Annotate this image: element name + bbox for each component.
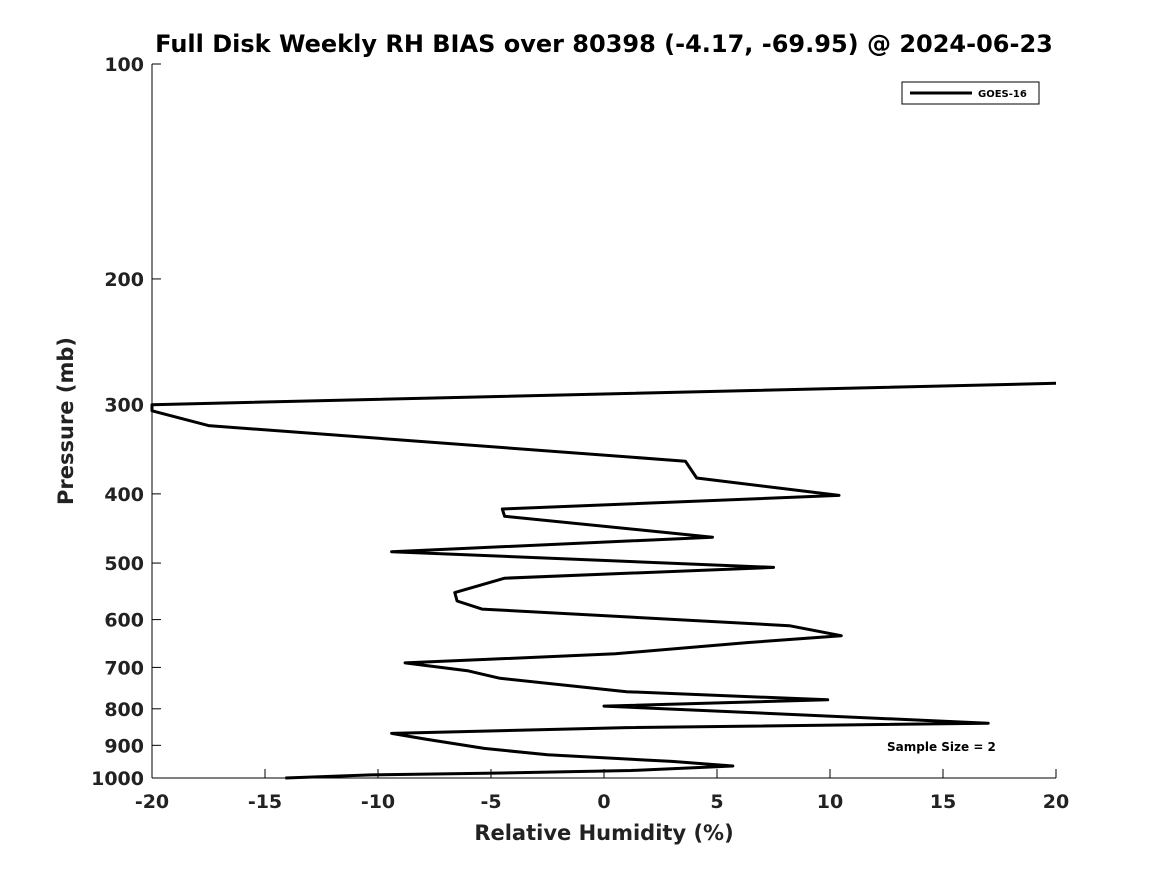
- y-tick-label: 900: [104, 735, 144, 757]
- legend: GOES-16: [901, 81, 1040, 105]
- x-tick-label: 0: [597, 791, 610, 813]
- y-tick-label: 800: [104, 699, 144, 721]
- x-tick-label: 5: [710, 791, 723, 813]
- x-tick-label: 15: [930, 791, 956, 813]
- y-tick-label: 700: [104, 657, 144, 679]
- series-line-goes-16: [150, 381, 1057, 780]
- x-tick-label: 10: [817, 791, 843, 813]
- chart-title: Full Disk Weekly RH BIAS over 80398 (-4.…: [155, 30, 1053, 58]
- y-axis-label: Pressure (mb): [54, 337, 78, 505]
- y-tick-label: 300: [104, 395, 144, 417]
- axes: [151, 64, 1056, 779]
- y-tick-label: 100: [104, 54, 144, 76]
- x-tick-label: -5: [480, 791, 501, 813]
- x-ticks: -20 -15 -10 -5 0 5 10 15 20: [135, 769, 1069, 813]
- x-tick-label: 20: [1043, 791, 1069, 813]
- plot-area: [152, 64, 1056, 778]
- y-tick-label: 600: [104, 610, 144, 632]
- legend-entry-goes-16: GOES-16: [978, 89, 1027, 100]
- x-tick-label: -15: [248, 791, 282, 813]
- x-tick-label: -20: [135, 791, 169, 813]
- y-tick-label: 200: [104, 269, 144, 291]
- x-axis-label: Relative Humidity (%): [474, 821, 733, 845]
- y-tick-label: 1000: [91, 768, 144, 790]
- y-tick-label: 500: [104, 553, 144, 575]
- x-tick-label: -10: [361, 791, 395, 813]
- y-ticks: 100 200 300 400 500 600 700 800 900 1000: [91, 54, 161, 790]
- y-tick-label: 400: [104, 484, 144, 506]
- sample-size-annotation: Sample Size = 2: [887, 740, 996, 754]
